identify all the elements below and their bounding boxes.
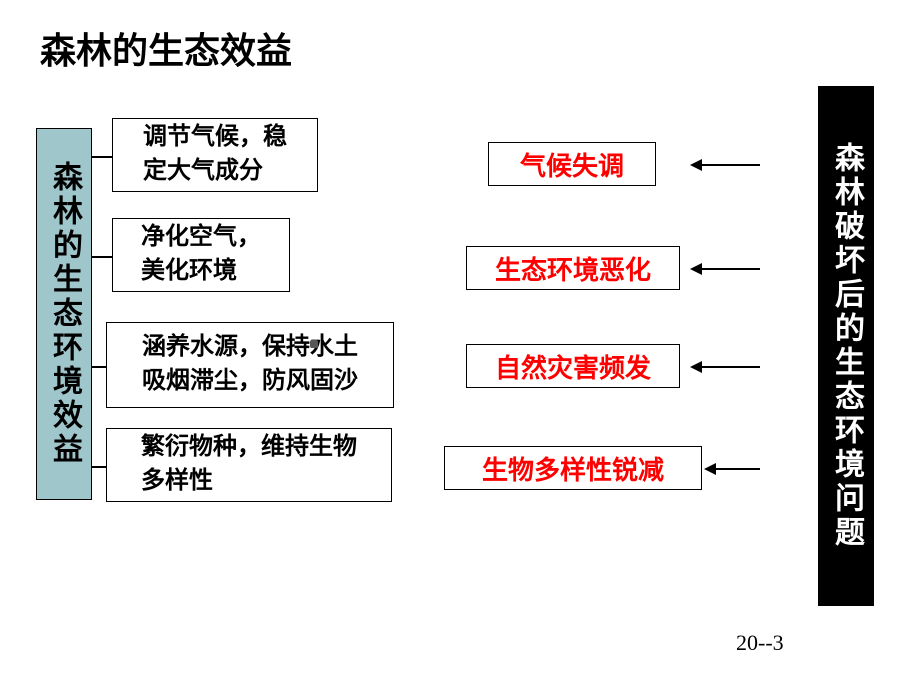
arrow-head-icon	[690, 361, 702, 373]
arrow-head-icon	[690, 263, 702, 275]
center-dot	[310, 340, 318, 348]
benefit-box: 净化空气， 美化环境	[112, 218, 290, 292]
arrow-line	[702, 366, 760, 368]
problem-box: 生物多样性锐减	[444, 446, 702, 490]
page-footer: 20--3	[736, 630, 784, 656]
connector-line	[92, 466, 106, 468]
page-title: 森林的生态效益	[40, 22, 292, 74]
arrow-line	[702, 268, 760, 270]
arrow-head-icon	[690, 159, 702, 171]
arrow-head-icon	[704, 463, 716, 475]
problem-box: 自然灾害频发	[466, 344, 680, 388]
problem-box: 生态环境恶化	[466, 246, 680, 290]
benefit-box: 调节气候，稳 定大气成分	[112, 118, 318, 192]
arrow-line	[716, 468, 760, 470]
connector-line	[92, 156, 112, 158]
connector-line	[92, 366, 106, 368]
problem-box: 气候失调	[488, 142, 656, 186]
left-vertical-label: 森林的生态环境效益	[36, 128, 92, 500]
benefit-box: 繁衍物种，维持生物 多样性	[106, 428, 392, 502]
right-vertical-label: 森林破坏后的生态环境问题	[818, 86, 874, 606]
connector-line	[92, 256, 112, 258]
arrow-line	[702, 164, 760, 166]
benefit-box: 涵养水源，保持水土 吸烟滞尘，防风固沙	[106, 322, 394, 408]
